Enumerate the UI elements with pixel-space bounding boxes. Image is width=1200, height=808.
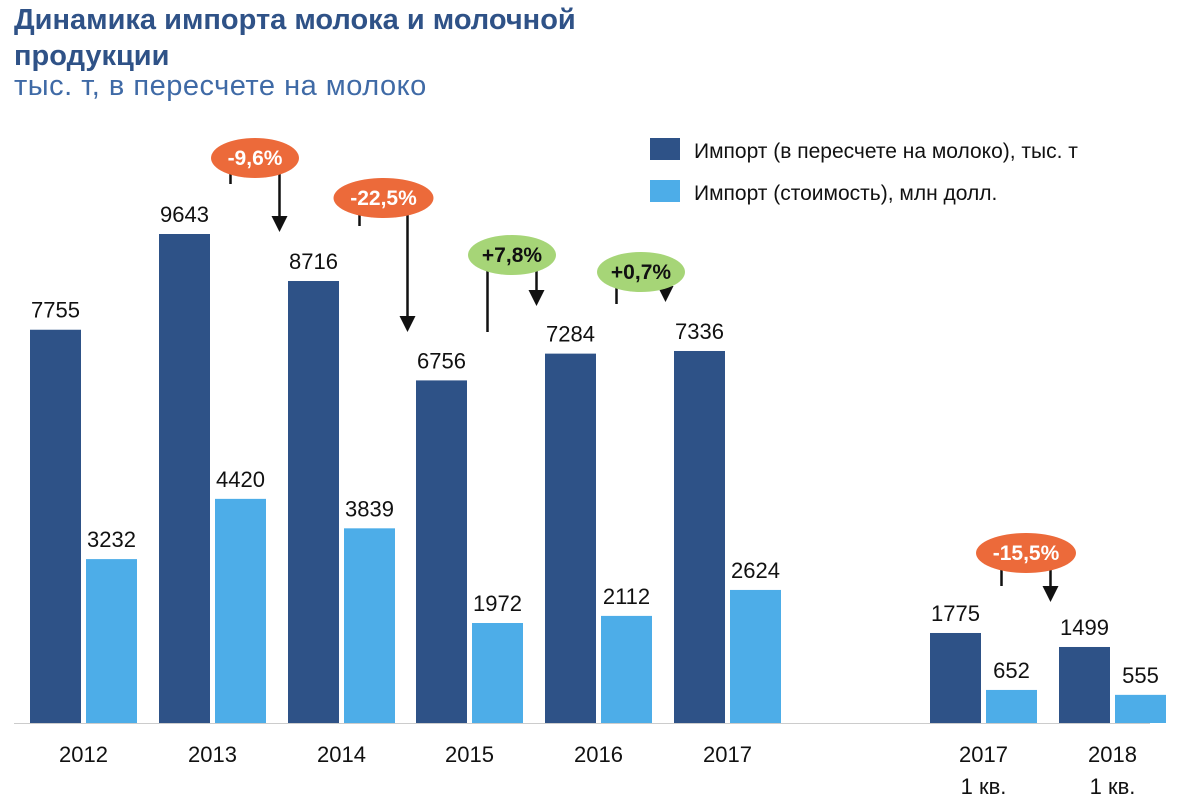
change-badge-text: +0,7% xyxy=(611,261,671,284)
change-annotation: -15,5% xyxy=(976,533,1076,602)
bar-volume xyxy=(930,632,981,723)
chart-title: Динамика импорта молока и молочной проду… xyxy=(14,4,576,72)
change-arrowhead xyxy=(271,216,288,232)
data-label-value: 3839 xyxy=(345,496,394,521)
change-badge xyxy=(333,178,434,218)
bar-volume xyxy=(416,380,467,723)
change-annotation: -22,5% xyxy=(333,178,434,332)
x-tick-label: 1 кв. xyxy=(961,774,1007,799)
data-label-value: 652 xyxy=(993,658,1030,683)
change-arrowhead xyxy=(528,290,545,306)
data-label-volume: 7284 xyxy=(546,322,595,347)
data-label-volume: 6756 xyxy=(417,348,466,373)
data-label-volume: 8716 xyxy=(289,249,338,274)
x-tick-label: 2016 xyxy=(574,742,623,767)
change-arrowhead xyxy=(657,286,674,302)
bar-volume xyxy=(159,234,210,723)
legend-swatch-value xyxy=(650,180,680,202)
change-badge xyxy=(468,235,556,275)
change-badge-text: -15,5% xyxy=(993,542,1060,565)
data-label-value: 2624 xyxy=(731,558,780,583)
change-annotation: +7,8% xyxy=(468,235,556,332)
bar-value xyxy=(215,498,266,723)
change-arrowhead xyxy=(399,316,416,332)
change-arrowhead xyxy=(1042,586,1059,602)
bar-value xyxy=(1115,694,1166,723)
data-label-value: 555 xyxy=(1122,663,1159,688)
legend-label-volume: Импорт (в пересчете на молоко), тыс. т xyxy=(694,140,1078,163)
change-annotation: -9,6% xyxy=(211,138,299,232)
data-label-value: 3232 xyxy=(87,527,136,552)
x-tick-label: 1 кв. xyxy=(1090,774,1136,799)
bar-value xyxy=(86,559,137,723)
x-tick-label: 2013 xyxy=(188,742,237,767)
bar-volume xyxy=(545,353,596,723)
change-badge xyxy=(976,533,1076,573)
bar-volume xyxy=(30,329,81,723)
data-label-volume: 7336 xyxy=(675,319,724,344)
change-badge-text: -9,6% xyxy=(228,147,283,170)
x-tick-label: 2012 xyxy=(59,742,108,767)
x-axis: 2012 2013 2014 2015 2016 2017 2017 1 кв. 2018 1 к… xyxy=(14,723,1150,799)
chart-subtitle: тыс. т, в пересчете на молоко xyxy=(14,70,427,102)
change-annotations: -9,6% -22,5% +7,8% +0,7% -15,5% xyxy=(211,138,1076,602)
data-label-value: 2112 xyxy=(603,584,650,609)
bar-value xyxy=(344,528,395,723)
bar-value xyxy=(986,689,1037,723)
change-badge-text: +7,8% xyxy=(482,244,542,267)
data-label-value: 1972 xyxy=(473,591,522,616)
legend: Импорт (в пересчете на молоко), тыс. т И… xyxy=(650,138,1078,205)
bar-value xyxy=(472,622,523,723)
x-tick-label: 2017 xyxy=(959,742,1008,767)
data-label-value: 4420 xyxy=(216,467,265,492)
bar-volume xyxy=(674,350,725,723)
x-tick-label: 2018 xyxy=(1088,742,1137,767)
data-label-volume: 1775 xyxy=(931,601,980,626)
bar-value xyxy=(601,615,652,723)
x-tick-label: 2014 xyxy=(317,742,366,767)
data-label-volume: 1499 xyxy=(1060,615,1109,640)
change-badge xyxy=(597,252,685,292)
bar-value xyxy=(730,589,781,723)
bars-layer: 7755 3232 9643 4420 8716 3839 6756 1972 7284 2112… xyxy=(30,202,1166,723)
data-label-volume: 7755 xyxy=(31,298,80,323)
legend-swatch-volume xyxy=(650,138,680,160)
change-annotation: +0,7% xyxy=(597,252,685,304)
bar-volume xyxy=(1059,646,1110,723)
data-label-volume: 9643 xyxy=(160,202,209,227)
change-badge xyxy=(211,138,299,178)
bar-volume xyxy=(288,281,339,723)
x-tick-label: 2017 xyxy=(703,742,752,767)
x-tick-label: 2015 xyxy=(445,742,494,767)
change-badge-text: -22,5% xyxy=(350,187,417,210)
legend-label-value: Импорт (стоимость), млн долл. xyxy=(694,182,997,205)
